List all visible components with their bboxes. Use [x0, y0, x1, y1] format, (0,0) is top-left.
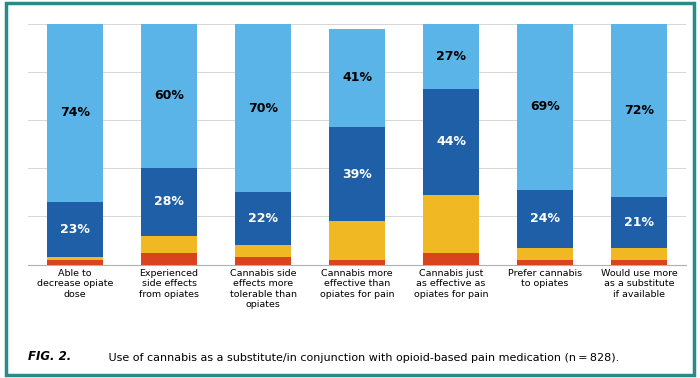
- Bar: [234, 24, 291, 192]
- Bar: [423, 89, 480, 195]
- Bar: [611, 197, 667, 248]
- Text: 72%: 72%: [624, 104, 654, 117]
- Bar: [329, 260, 385, 265]
- Bar: [47, 260, 103, 265]
- Bar: [517, 24, 573, 190]
- Bar: [141, 24, 197, 168]
- Bar: [329, 221, 385, 260]
- Bar: [611, 260, 667, 265]
- Text: 28%: 28%: [154, 195, 184, 209]
- Bar: [517, 260, 573, 265]
- Text: 74%: 74%: [60, 106, 90, 119]
- Bar: [141, 253, 197, 265]
- Bar: [47, 24, 103, 202]
- Text: 60%: 60%: [154, 90, 184, 102]
- Text: 69%: 69%: [530, 100, 560, 113]
- Bar: [234, 245, 291, 257]
- Text: 23%: 23%: [60, 223, 90, 236]
- Text: 44%: 44%: [436, 135, 466, 148]
- Bar: [47, 257, 103, 260]
- Bar: [329, 127, 385, 221]
- Text: FIG. 2.: FIG. 2.: [28, 350, 71, 363]
- Bar: [611, 24, 667, 197]
- Bar: [611, 248, 667, 260]
- Text: 24%: 24%: [530, 212, 560, 225]
- Bar: [423, 195, 480, 253]
- Text: 22%: 22%: [248, 212, 278, 225]
- Bar: [234, 192, 291, 245]
- Bar: [517, 248, 573, 260]
- Bar: [423, 24, 480, 89]
- Text: 39%: 39%: [342, 168, 372, 181]
- Bar: [517, 190, 573, 248]
- Bar: [423, 253, 480, 265]
- Text: 70%: 70%: [248, 102, 278, 115]
- Bar: [234, 257, 291, 265]
- Text: 41%: 41%: [342, 71, 372, 84]
- Bar: [141, 168, 197, 236]
- Bar: [47, 202, 103, 257]
- Text: Use of cannabis as a substitute/in conjunction with opioid-based pain medication: Use of cannabis as a substitute/in conju…: [98, 353, 620, 363]
- Text: 21%: 21%: [624, 216, 654, 229]
- Bar: [329, 28, 385, 127]
- Text: 27%: 27%: [436, 50, 466, 63]
- Bar: [141, 236, 197, 253]
